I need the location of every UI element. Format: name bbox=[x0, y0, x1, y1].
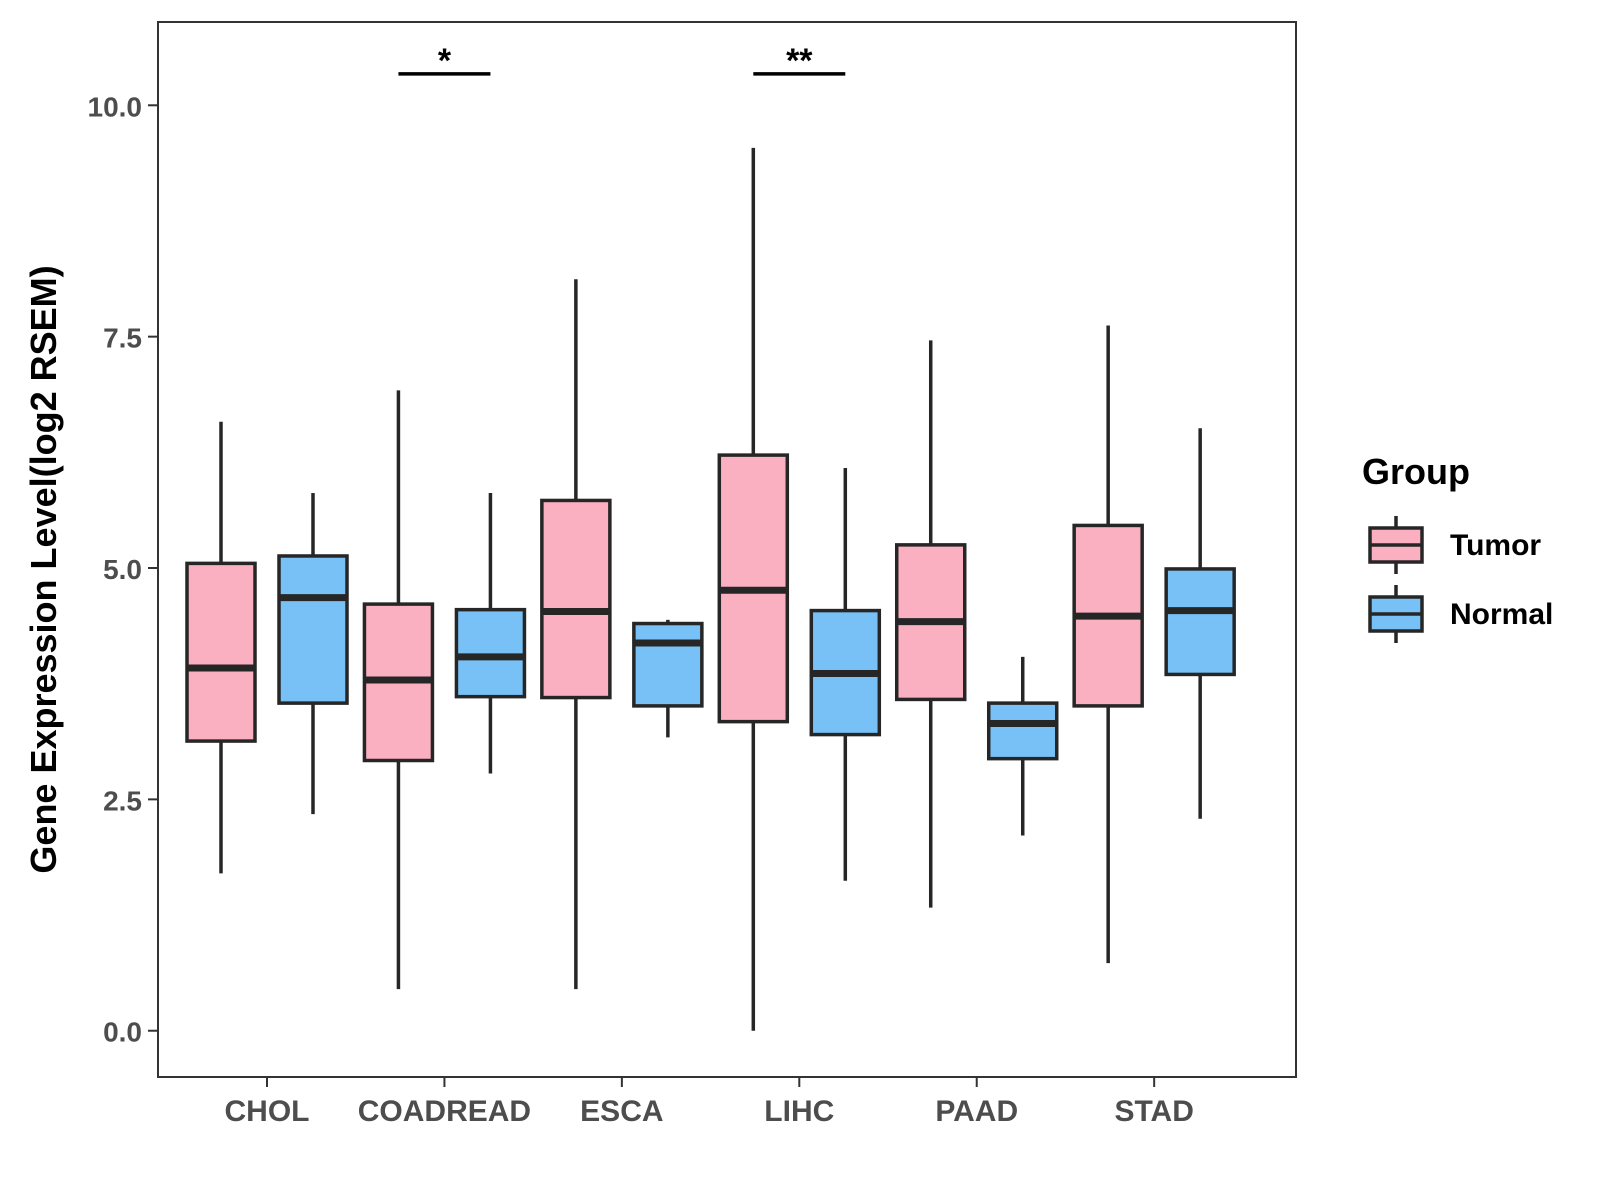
x-tick-label: CHOL bbox=[225, 1095, 310, 1128]
legend-label: Tumor bbox=[1450, 529, 1541, 562]
legend-item-tumor: Tumor bbox=[1368, 516, 1541, 574]
legend-label: Normal bbox=[1450, 598, 1553, 631]
x-tick-label: LIHC bbox=[764, 1095, 834, 1128]
box-tumor-coadread bbox=[362, 390, 435, 990]
box-body bbox=[540, 498, 612, 700]
box-body bbox=[185, 561, 257, 743]
box-tumor-chol bbox=[185, 421, 257, 874]
box-body bbox=[277, 554, 349, 705]
box-body bbox=[454, 607, 527, 699]
box-tumor-paad bbox=[894, 340, 967, 908]
x-tick-label: ESCA bbox=[580, 1095, 663, 1128]
x-tick-label: STAD bbox=[1114, 1095, 1193, 1128]
significance-annotations: * ** bbox=[398, 42, 846, 80]
x-tick-label: PAAD bbox=[935, 1095, 1018, 1128]
box-normal-chol bbox=[277, 493, 349, 815]
y-tick-label: 10.0 bbox=[88, 91, 143, 122]
x-axis: CHOL COADREAD ESCA LIHC PAAD STAD bbox=[225, 1077, 1194, 1128]
y-axis: 0.0 2.5 5.0 7.5 10.0 bbox=[88, 91, 158, 1048]
box-tumor-lihc bbox=[717, 147, 790, 1031]
box-normal-lihc bbox=[809, 468, 882, 881]
legend-item-normal: Normal bbox=[1368, 585, 1553, 643]
significance-label: * bbox=[438, 42, 452, 80]
plot-panel-border bbox=[157, 21, 1297, 1078]
box-tumor-stad bbox=[1072, 325, 1144, 964]
x-tick-label: COADREAD bbox=[358, 1095, 531, 1128]
y-tick-label: 0.0 bbox=[103, 1017, 142, 1048]
box-tumor-esca bbox=[540, 279, 612, 990]
legend: Group Tumor Normal bbox=[1362, 451, 1553, 643]
y-tick-label: 5.0 bbox=[103, 554, 142, 585]
box-body bbox=[1164, 567, 1236, 677]
y-tick-label: 2.5 bbox=[103, 785, 142, 816]
y-axis-title: Gene Expression Level(log2 RSEM) bbox=[23, 265, 64, 873]
boxes-layer bbox=[185, 147, 1236, 1031]
significance-label: ** bbox=[786, 42, 813, 80]
box-body bbox=[986, 701, 1059, 761]
box-normal-paad bbox=[986, 656, 1059, 836]
box-normal-esca bbox=[632, 619, 704, 738]
box-body bbox=[632, 621, 704, 708]
box-normal-stad bbox=[1164, 428, 1236, 819]
legend-title: Group bbox=[1362, 451, 1470, 492]
y-tick-label: 7.5 bbox=[103, 323, 142, 354]
box-normal-coadread bbox=[454, 493, 527, 774]
